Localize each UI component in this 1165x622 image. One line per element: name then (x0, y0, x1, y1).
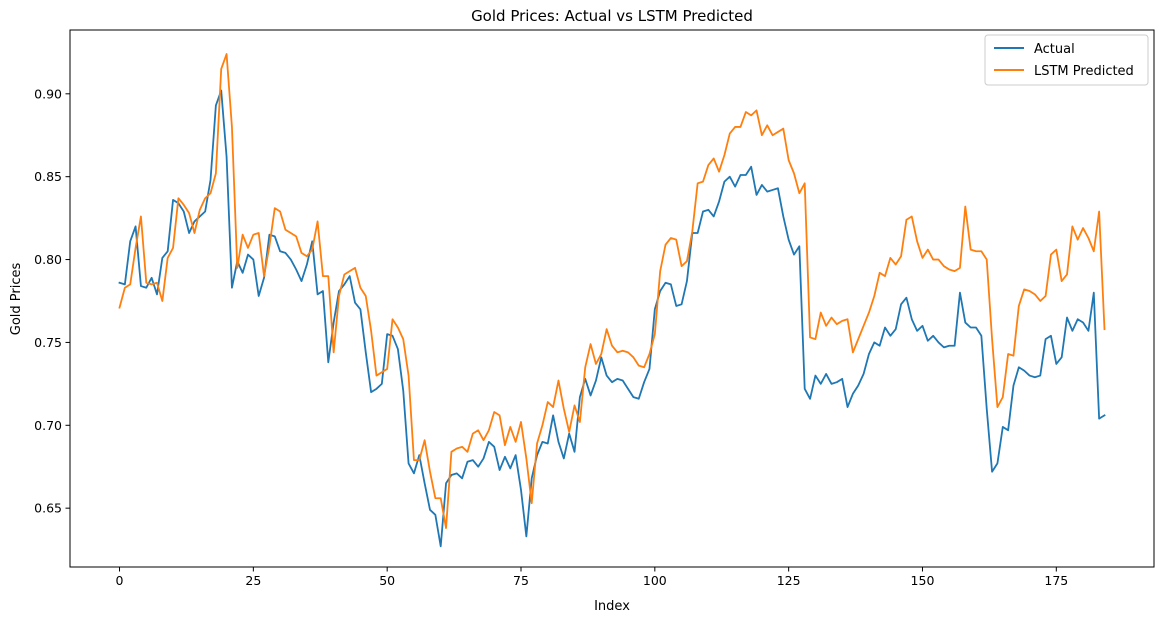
y-axis-label: Gold Prices (9, 263, 24, 336)
legend-label-lstm-predicted: LSTM Predicted (1034, 64, 1134, 79)
x-tick-label: 100 (643, 573, 667, 588)
y-axis-ticks: 0.65 0.70 0.75 0.80 0.85 0.90 (34, 86, 70, 516)
axes-frame (69, 29, 1155, 568)
x-tick-label: 150 (911, 573, 935, 588)
chart-title: Gold Prices: Actual vs LSTM Predicted (471, 7, 753, 25)
y-tick-label: 0.65 (34, 501, 62, 516)
series-line-actual (118, 89, 1106, 548)
x-tick-label: 50 (379, 573, 395, 588)
legend-label-actual: Actual (1034, 42, 1075, 57)
x-tick-label: 75 (513, 573, 529, 588)
y-tick-label: 0.70 (34, 418, 62, 433)
axes-border (69, 29, 1155, 568)
x-tick-label: 0 (116, 573, 124, 588)
x-tick-label: 125 (777, 573, 801, 588)
x-tick-label: 175 (1044, 573, 1068, 588)
y-tick-label: 0.85 (34, 169, 62, 184)
y-tick-label: 0.75 (34, 335, 62, 350)
plot-area (70, 30, 1154, 567)
legend-box (984, 34, 1149, 86)
x-axis-label: Index (594, 599, 630, 614)
legend: Actual LSTM Predicted (984, 34, 1149, 86)
y-tick-label: 0.80 (34, 252, 62, 267)
series-line-lstm-predicted (118, 53, 1106, 529)
y-tick-label: 0.90 (34, 86, 62, 101)
series-layer (118, 53, 1106, 548)
x-tick-label: 25 (245, 573, 261, 588)
x-axis-ticks: 0 25 50 75 100 125 150 175 (116, 567, 1068, 588)
plot-background (70, 30, 1154, 567)
